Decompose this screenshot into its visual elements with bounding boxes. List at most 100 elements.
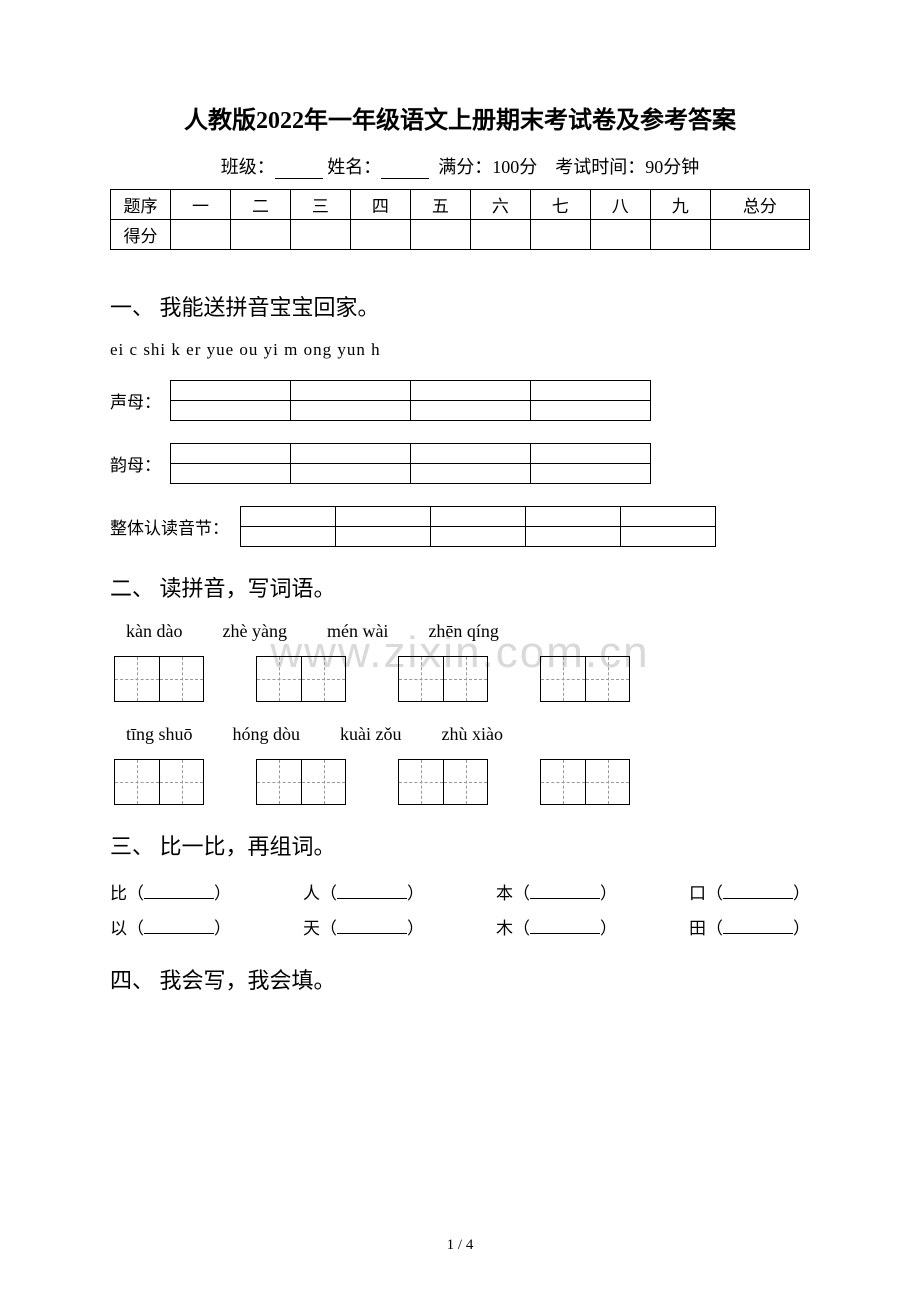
pinyin-word: zhù xiào xyxy=(442,724,503,745)
pinyin-word: hóng dòu xyxy=(233,724,301,745)
tianzige-box xyxy=(256,656,346,702)
compare-blank xyxy=(337,883,407,899)
pinyin-word: tīng shuō xyxy=(126,724,193,745)
tianzige-cell xyxy=(301,657,345,701)
tianzige-cell xyxy=(115,657,159,701)
pinyin-word: zhè yàng xyxy=(222,621,286,642)
pinyin-word: zhēn qíng xyxy=(428,621,498,642)
page-content: 人教版2022年一年级语文上册期末考试卷及参考答案 班级： 姓名： 满分：100… xyxy=(110,100,810,995)
score-header-row: 题序 一 二 三 四 五 六 七 八 九 总分 xyxy=(111,190,810,220)
grid-cell xyxy=(621,527,716,547)
header-cell: 二 xyxy=(230,190,290,220)
score-cell xyxy=(290,220,350,250)
score-label-cell: 得分 xyxy=(111,220,171,250)
grid-cell xyxy=(411,444,531,464)
page-footer: 1 / 4 xyxy=(0,1237,920,1254)
header-cell: 九 xyxy=(650,190,710,220)
compare-close: ） xyxy=(407,879,424,904)
tianzige-cell xyxy=(257,657,301,701)
grid-cell xyxy=(336,507,431,527)
compare-close: ） xyxy=(793,879,810,904)
grid-cell xyxy=(291,381,411,401)
grid-cell xyxy=(171,444,291,464)
tianzige-cell xyxy=(399,760,443,804)
compare-char: 人（ xyxy=(303,879,337,904)
exam-info-line: 班级： 姓名： 满分：100分 考试时间：90分钟 xyxy=(110,153,810,179)
section-4-heading: 四、 我会写，我会填。 xyxy=(110,963,810,995)
tianzige-cell xyxy=(585,657,629,701)
score-cell xyxy=(590,220,650,250)
grid-cell xyxy=(291,401,411,421)
tianzige-box xyxy=(114,656,204,702)
yunmu-label: 韵母： xyxy=(110,451,170,476)
grid-cell xyxy=(621,507,716,527)
tianzige-cell xyxy=(159,657,203,701)
zhengti-grid xyxy=(240,506,716,547)
score-cell xyxy=(410,220,470,250)
grid-cell xyxy=(171,464,291,484)
compare-char: 口（ xyxy=(689,879,723,904)
tianzige-cell xyxy=(115,760,159,804)
grid-cell xyxy=(431,507,526,527)
grid-cell xyxy=(241,527,336,547)
compare-item: 比（） xyxy=(110,879,231,904)
compare-blank xyxy=(530,918,600,934)
tianzige-box xyxy=(398,759,488,805)
tianzige-box xyxy=(114,759,204,805)
grid-cell xyxy=(526,507,621,527)
shengmu-row: 声母： xyxy=(110,380,810,421)
compare-row-2: 以（）天（）木（）田（） xyxy=(110,914,810,939)
shengmu-grid xyxy=(170,380,651,421)
pinyin-row-2: tīng shuō hóng dòu kuài zǒu zhù xiào xyxy=(126,724,810,745)
name-blank xyxy=(381,161,429,179)
tianzige-cell xyxy=(257,760,301,804)
compare-item: 木（） xyxy=(496,914,617,939)
compare-blank xyxy=(723,883,793,899)
class-blank xyxy=(275,161,323,179)
score-cell xyxy=(470,220,530,250)
pinyin-list: ei c shi k er yue ou yi m ong yun h xyxy=(110,340,810,360)
score-cell xyxy=(530,220,590,250)
header-cell: 题序 xyxy=(111,190,171,220)
score-cell xyxy=(710,220,809,250)
grid-cell xyxy=(531,464,651,484)
compare-blank xyxy=(144,883,214,899)
section-2-heading: 二、 读拼音，写词语。 xyxy=(110,571,810,603)
tianzige-cell xyxy=(399,657,443,701)
header-cell: 七 xyxy=(530,190,590,220)
grid-cell xyxy=(291,444,411,464)
section-3-heading: 三、 比一比，再组词。 xyxy=(110,829,810,861)
tianzige-cell xyxy=(541,760,585,804)
grid-cell xyxy=(171,401,291,421)
compare-blank xyxy=(530,883,600,899)
compare-item: 口（ ） xyxy=(689,879,810,904)
grid-cell xyxy=(411,381,531,401)
score-cell xyxy=(230,220,290,250)
class-label: 班级： xyxy=(221,157,275,177)
compare-char: 天（ xyxy=(303,914,337,939)
full-marks: 满分：100分 xyxy=(438,157,537,177)
compare-close: ） xyxy=(600,914,617,939)
compare-char: 以（ xyxy=(110,914,144,939)
header-cell: 八 xyxy=(590,190,650,220)
tianzige-cell xyxy=(541,657,585,701)
yunmu-row: 韵母： xyxy=(110,443,810,484)
compare-blank xyxy=(144,918,214,934)
shengmu-label: 声母： xyxy=(110,388,170,413)
compare-char: 本（ xyxy=(496,879,530,904)
header-cell: 一 xyxy=(171,190,231,220)
compare-row-1: 比（）人（）本（）口（） xyxy=(110,879,810,904)
tianzige-cell xyxy=(443,760,487,804)
grid-cell xyxy=(526,527,621,547)
compare-blank xyxy=(723,918,793,934)
compare-close: ） xyxy=(214,914,231,939)
compare-close: ） xyxy=(793,914,810,939)
grid-cell xyxy=(291,464,411,484)
pinyin-row-1: kàn dào zhè yàng mén wài zhēn qíng xyxy=(126,621,810,642)
header-cell: 三 xyxy=(290,190,350,220)
grid-cell xyxy=(531,444,651,464)
zhengti-row: 整体认读音节： xyxy=(110,506,810,547)
grid-cell xyxy=(531,381,651,401)
header-cell: 六 xyxy=(470,190,530,220)
grid-cell xyxy=(336,527,431,547)
